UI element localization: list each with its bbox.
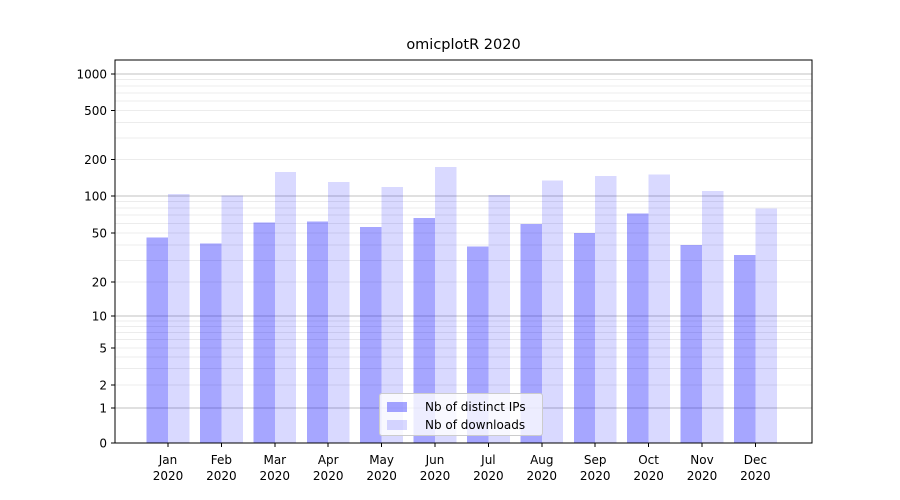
bar-downloads-Apr-2020 — [328, 182, 350, 443]
bar-ips-Oct-2020 — [627, 213, 649, 443]
bar-downloads-Jan-2020 — [168, 193, 190, 443]
bar-ips-Mar-2020 — [253, 222, 275, 443]
bar-downloads-Dec-2020 — [755, 208, 777, 443]
y-tick-label: 20 — [92, 276, 107, 290]
plot-frame — [114, 59, 813, 444]
x-tick-label-month: Apr — [318, 453, 339, 467]
x-tick-label-month: Mar — [263, 453, 286, 467]
bar-downloads-Jul-2020 — [488, 194, 510, 443]
x-tick-label-month: Nov — [690, 453, 713, 467]
bar-ips-Jun-2020 — [413, 218, 435, 443]
y-tick-label: 50 — [92, 227, 107, 241]
bar-ips-Aug-2020 — [520, 224, 542, 443]
bar-downloads-Oct-2020 — [648, 174, 670, 443]
bar-downloads-Mar-2020 — [274, 171, 297, 443]
x-tick-label-month: Oct — [638, 453, 659, 467]
x-tick-label-month: May — [369, 453, 394, 467]
x-tick-label-year: 2020 — [153, 469, 184, 483]
bar-downloads-Feb-2020 — [221, 195, 243, 443]
x-tick-label-month: Jan — [158, 453, 178, 467]
x-tick-label-year: 2020 — [206, 469, 237, 483]
bar-downloads-Jun-2020 — [435, 167, 457, 443]
bar-ips-Jan-2020 — [146, 237, 168, 443]
legend-label-distinct-ips: Nb of distinct IPs — [425, 399, 526, 414]
x-tick-label-year: 2020 — [420, 469, 451, 483]
x-tick-label-year: 2020 — [366, 469, 397, 483]
y-tick-label: 1 — [99, 402, 107, 416]
legend-item-distinct-ips: Nb of distinct IPs — [387, 398, 542, 415]
y-tick-label: 100 — [84, 190, 107, 204]
x-tick-label-year: 2020 — [580, 469, 611, 483]
x-tick-label-year: 2020 — [313, 469, 344, 483]
bar-ips-Sep-2020 — [573, 233, 596, 443]
x-tick-label-month: Jun — [425, 453, 445, 467]
y-tick-label: 2 — [99, 379, 107, 393]
y-tick-label: 10 — [92, 310, 107, 324]
legend: Nb of distinct IPs Nb of downloads — [379, 393, 543, 436]
y-tick-label: 0 — [99, 437, 107, 451]
legend-swatch-distinct-ips — [387, 401, 407, 412]
legend-swatch-downloads — [387, 419, 407, 430]
bar-ips-Apr-2020 — [306, 221, 329, 443]
x-tick-label-month: Jul — [480, 453, 495, 467]
y-tick-label: 200 — [84, 153, 107, 167]
x-tick-label-year: 2020 — [740, 469, 771, 483]
bar-downloads-Aug-2020 — [541, 180, 564, 443]
x-tick-label-year: 2020 — [527, 469, 558, 483]
x-tick-label-month: Sep — [584, 453, 607, 467]
bar-downloads-Nov-2020 — [702, 190, 724, 443]
x-tick-label-year: 2020 — [260, 469, 291, 483]
legend-item-downloads: Nb of downloads — [387, 416, 542, 433]
x-tick-label-year: 2020 — [687, 469, 718, 483]
bar-downloads-May-2020 — [381, 186, 403, 443]
x-tick-label-month: Aug — [530, 453, 553, 467]
bar-downloads-Sep-2020 — [595, 176, 617, 444]
chart-title: omicplotR 2020 — [406, 37, 521, 53]
x-tick-label-year: 2020 — [473, 469, 504, 483]
bar-ips-Dec-2020 — [734, 255, 756, 443]
bar-ips-Feb-2020 — [200, 243, 222, 443]
legend-label-downloads: Nb of downloads — [425, 417, 526, 432]
x-tick-label-month: Feb — [211, 453, 232, 467]
x-tick-label-year: 2020 — [633, 469, 664, 483]
y-tick-label: 500 — [84, 104, 107, 118]
y-tick-label: 1000 — [76, 68, 107, 82]
y-tick-label: 5 — [99, 342, 107, 356]
bar-ips-Nov-2020 — [680, 244, 702, 443]
bar-ips-May-2020 — [360, 226, 382, 443]
x-tick-label-month: Dec — [744, 453, 767, 467]
